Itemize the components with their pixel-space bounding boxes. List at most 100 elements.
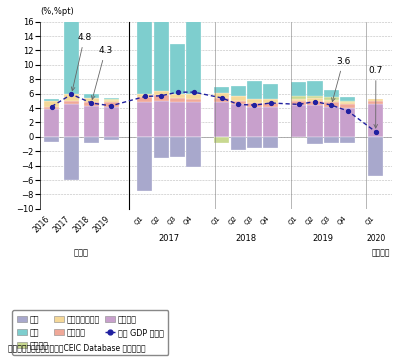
Bar bbox=[104, 98, 119, 99]
Text: 4.8: 4.8 bbox=[71, 33, 92, 91]
Text: 2018: 2018 bbox=[71, 215, 91, 234]
Bar bbox=[84, 106, 99, 137]
Text: 0.7: 0.7 bbox=[369, 66, 383, 128]
Bar bbox=[154, 95, 169, 101]
Text: Q1: Q1 bbox=[134, 215, 145, 226]
Text: Q3: Q3 bbox=[166, 215, 178, 226]
Text: 2020: 2020 bbox=[366, 234, 385, 243]
Bar bbox=[340, 137, 355, 143]
Bar bbox=[368, 104, 383, 137]
Bar bbox=[104, 137, 119, 140]
Text: 4.3: 4.3 bbox=[92, 46, 112, 99]
Bar bbox=[186, 0, 202, 94]
Text: Q3: Q3 bbox=[320, 215, 331, 226]
Text: Q2: Q2 bbox=[227, 215, 238, 226]
Bar bbox=[44, 107, 59, 109]
Bar bbox=[308, 137, 323, 144]
Bar bbox=[137, 97, 152, 102]
Bar bbox=[64, 8, 79, 94]
Text: Q4: Q4 bbox=[183, 215, 194, 226]
Text: Q1: Q1 bbox=[364, 215, 376, 226]
Bar bbox=[230, 86, 246, 96]
Text: 2019: 2019 bbox=[91, 215, 111, 234]
Bar bbox=[230, 104, 246, 137]
Bar bbox=[214, 87, 230, 93]
Bar bbox=[104, 99, 119, 100]
Text: Q1: Q1 bbox=[211, 215, 222, 226]
Bar bbox=[214, 98, 230, 102]
Bar bbox=[340, 101, 355, 102]
Bar bbox=[324, 90, 339, 97]
Bar bbox=[84, 94, 99, 98]
Bar bbox=[154, 91, 169, 95]
Bar bbox=[44, 137, 59, 142]
Bar bbox=[137, 94, 152, 97]
Bar bbox=[340, 104, 355, 108]
Bar bbox=[368, 101, 383, 104]
Bar bbox=[263, 107, 278, 137]
Bar bbox=[84, 98, 99, 102]
Text: 資料：マレーシア統計局、CEIC Database から作成。: 資料：マレーシア統計局、CEIC Database から作成。 bbox=[8, 344, 146, 353]
Bar bbox=[247, 107, 262, 137]
Bar bbox=[137, 137, 152, 139]
Bar bbox=[137, 0, 152, 94]
Text: 2016: 2016 bbox=[32, 215, 52, 234]
Bar bbox=[170, 94, 185, 98]
Text: 3.6: 3.6 bbox=[332, 57, 350, 102]
Text: Q3: Q3 bbox=[243, 215, 254, 226]
Bar bbox=[64, 137, 79, 180]
Bar bbox=[230, 96, 246, 101]
Bar bbox=[154, 9, 169, 91]
Bar bbox=[170, 98, 185, 102]
Text: 2018: 2018 bbox=[236, 234, 257, 243]
Bar bbox=[368, 137, 383, 138]
Bar bbox=[308, 101, 323, 105]
Bar bbox=[44, 109, 59, 137]
Text: Q4: Q4 bbox=[260, 215, 271, 226]
Text: （年期）: （年期） bbox=[371, 248, 390, 257]
Bar bbox=[368, 138, 383, 167]
Bar bbox=[324, 137, 339, 143]
Bar bbox=[291, 99, 306, 101]
Text: （年）: （年） bbox=[74, 248, 89, 257]
Bar bbox=[44, 137, 59, 138]
Bar bbox=[263, 103, 278, 107]
Bar bbox=[137, 102, 152, 137]
Bar bbox=[291, 101, 306, 105]
Bar bbox=[247, 137, 262, 148]
Text: 2019: 2019 bbox=[313, 234, 334, 243]
Legend: 輸入, 輸出, 在庫変動, 総固定資本形成, 政府消費, 民間消費, 実質 GDP 成長率: 輸入, 輸出, 在庫変動, 総固定資本形成, 政府消費, 民間消費, 実質 GD… bbox=[12, 310, 168, 355]
Bar bbox=[186, 137, 202, 167]
Text: 2017: 2017 bbox=[52, 215, 72, 234]
Text: (%,%pt): (%,%pt) bbox=[40, 7, 74, 16]
Text: Q4: Q4 bbox=[336, 215, 348, 226]
Bar bbox=[104, 102, 119, 107]
Bar bbox=[340, 97, 355, 101]
Bar bbox=[154, 101, 169, 137]
Bar bbox=[214, 137, 230, 143]
Bar bbox=[186, 102, 202, 137]
Bar bbox=[154, 137, 169, 158]
Bar bbox=[324, 100, 339, 102]
Bar bbox=[308, 96, 323, 98]
Bar bbox=[291, 82, 306, 96]
Bar bbox=[170, 44, 185, 94]
Text: Q1: Q1 bbox=[288, 215, 299, 226]
Bar bbox=[170, 137, 185, 139]
Text: Q2: Q2 bbox=[304, 215, 315, 226]
Bar bbox=[308, 81, 323, 96]
Bar bbox=[263, 137, 278, 140]
Bar bbox=[137, 137, 152, 191]
Bar bbox=[247, 81, 262, 99]
Bar bbox=[84, 102, 99, 106]
Bar bbox=[64, 94, 79, 101]
Bar bbox=[368, 137, 383, 176]
Bar bbox=[186, 137, 202, 140]
Bar bbox=[247, 137, 262, 140]
Bar bbox=[230, 101, 246, 104]
Bar bbox=[104, 100, 119, 102]
Bar bbox=[291, 96, 306, 99]
Bar bbox=[263, 84, 278, 99]
Bar bbox=[154, 137, 169, 139]
Bar bbox=[186, 94, 202, 99]
